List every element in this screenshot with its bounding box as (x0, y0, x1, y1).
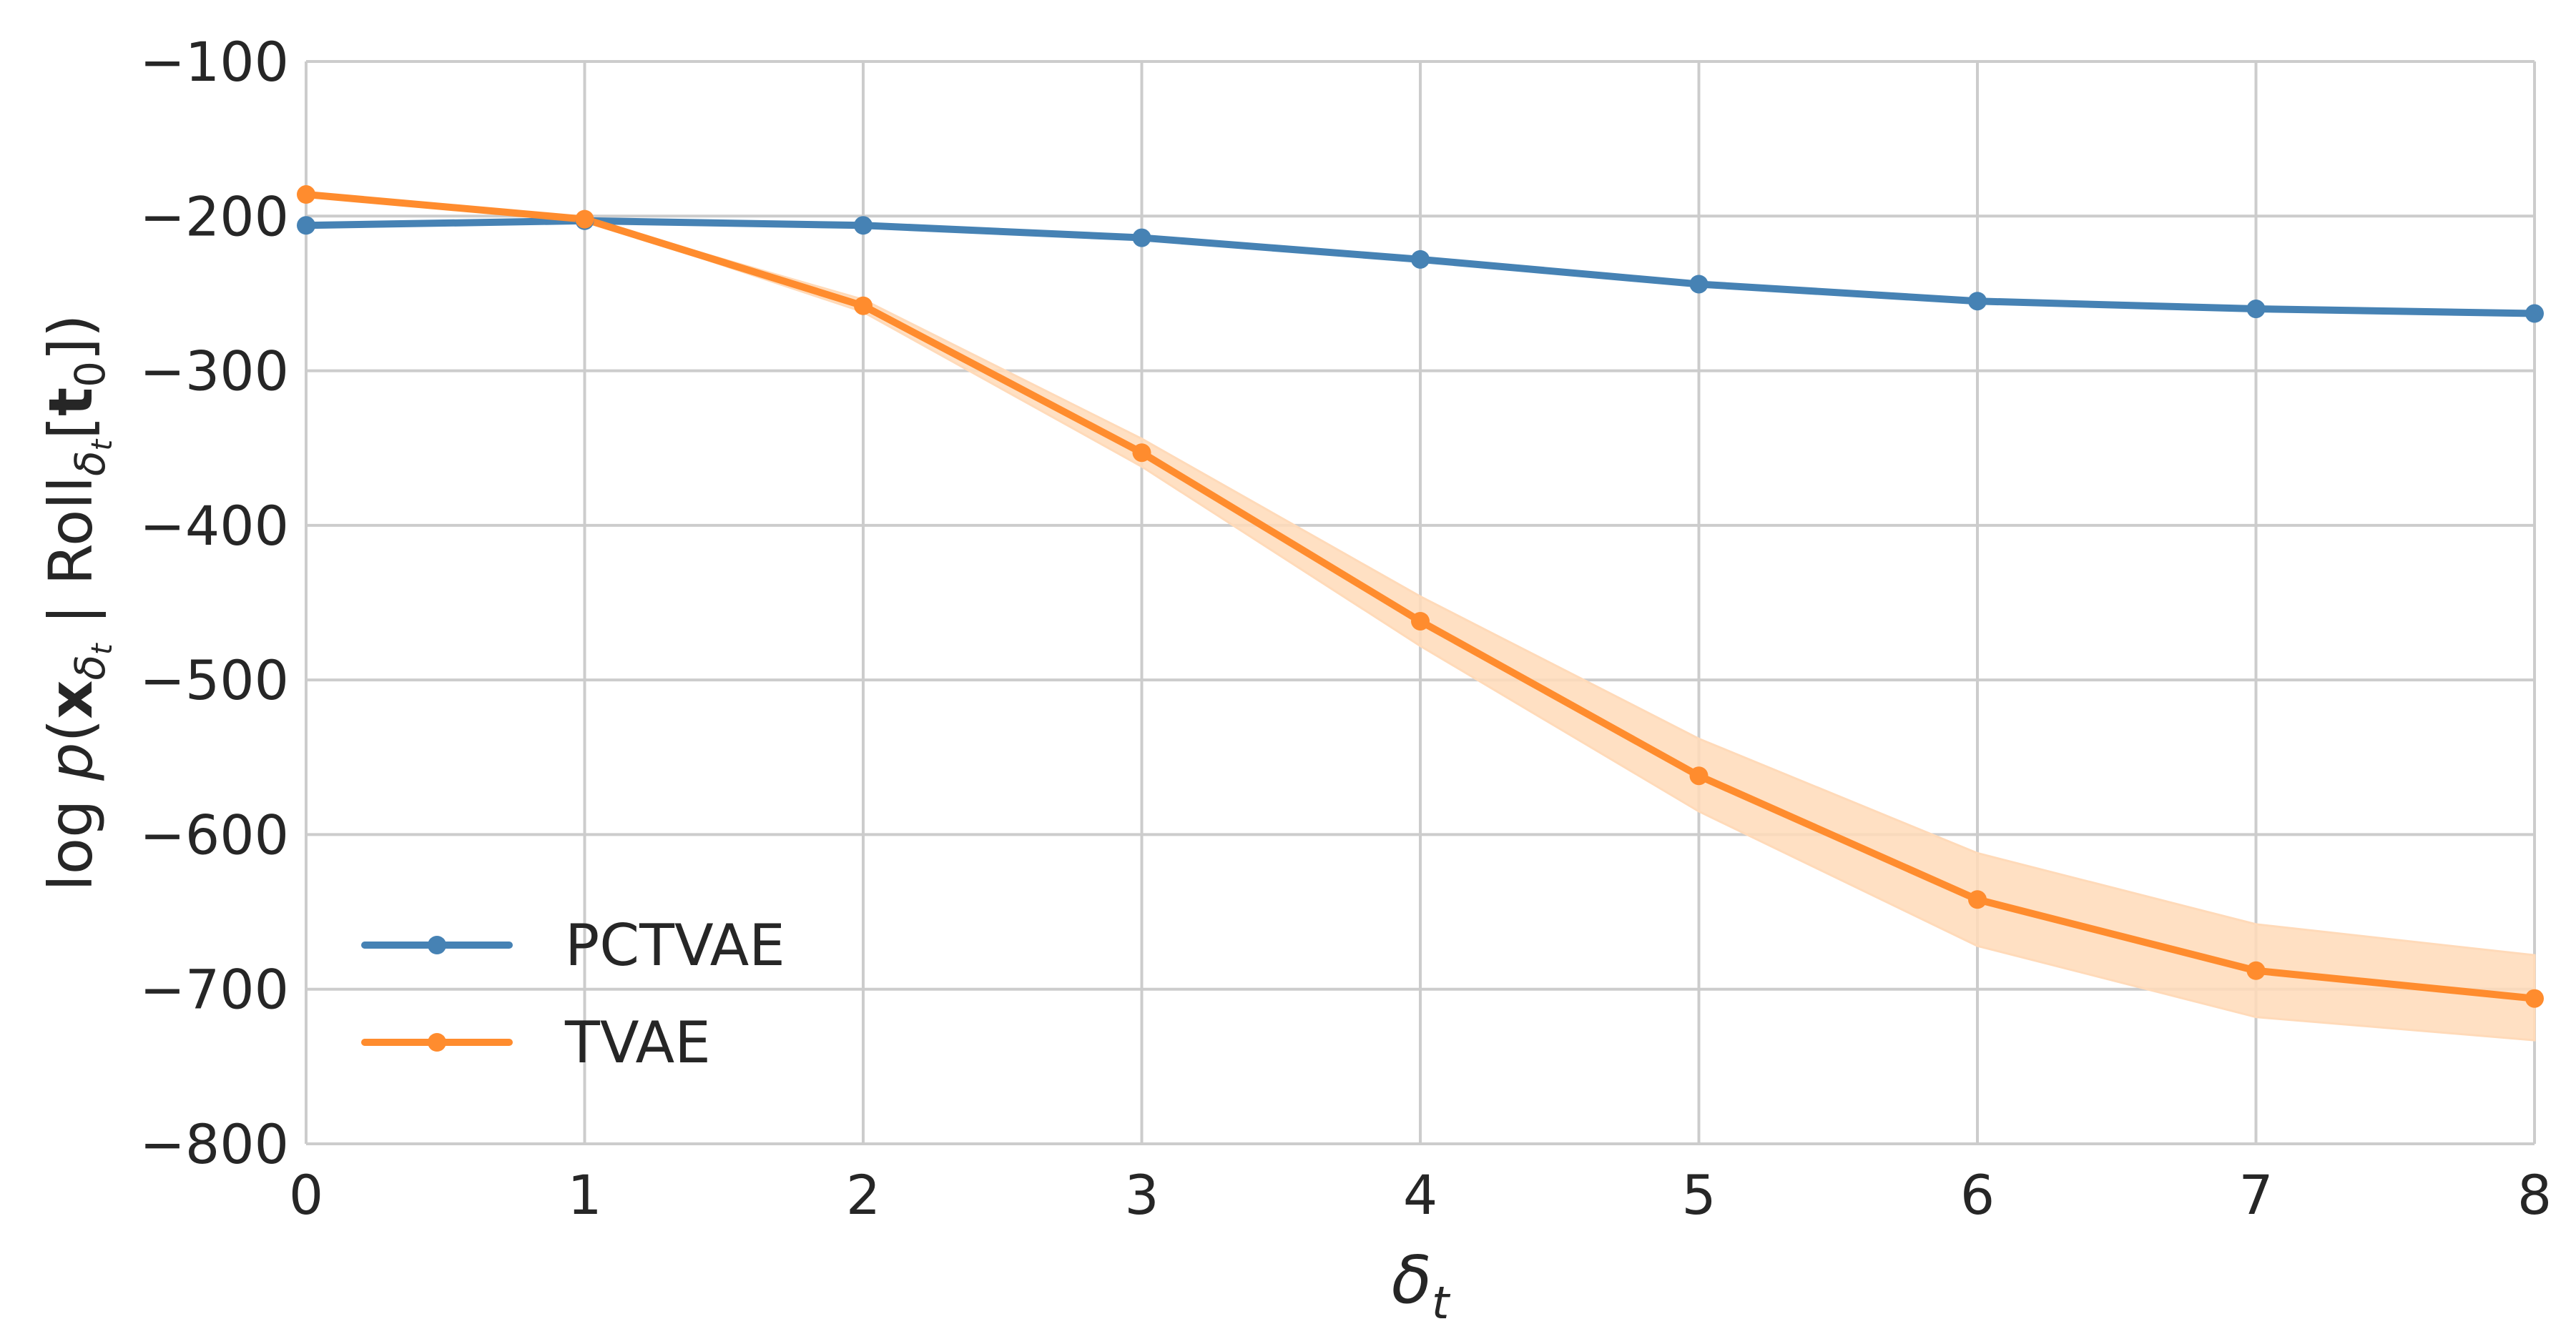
x-tick-label: 5 (1681, 1163, 1716, 1227)
point-tvae-7 (2246, 961, 2266, 980)
y-tick-labels: −100 −200 −300 −400 −500 −600 −700 −800 (139, 30, 289, 1176)
x-tick-label: 2 (846, 1163, 880, 1227)
legend-marker-pctvae (428, 936, 446, 954)
y-title-bar: | Roll (36, 476, 106, 643)
grid (305, 60, 2536, 1145)
x-tick-label: 8 (2517, 1163, 2552, 1227)
y-title-t: t (36, 387, 106, 416)
y-tick-label: −300 (139, 340, 289, 403)
x-axis-title-sub: t (1432, 1277, 1451, 1329)
legend: PCTVAE TVAE (361, 912, 785, 1076)
point-pctvae-0 (297, 216, 315, 235)
legend-label-tvae: TVAE (564, 1009, 711, 1076)
y-title-x: x (36, 681, 106, 719)
x-tick-labels: 0 1 2 3 4 5 6 7 8 (289, 1163, 2552, 1227)
x-tick-label: 0 (289, 1163, 323, 1227)
point-pctvae-7 (2246, 300, 2266, 319)
series-markers (297, 185, 2544, 1008)
x-tick-label: 6 (1960, 1163, 1995, 1227)
point-pctvae-6 (1968, 292, 1987, 311)
point-pctvae-5 (1689, 275, 1709, 294)
x-tick-label: 4 (1403, 1163, 1437, 1227)
y-title-roll-subsub: t (86, 438, 119, 450)
point-pctvae-8 (2525, 304, 2544, 323)
x-tick-label: 7 (2238, 1163, 2273, 1227)
y-tick-label: −400 (139, 494, 289, 558)
point-pctvae-4 (1411, 249, 1430, 269)
y-tick-label: −700 (139, 958, 289, 1022)
y-tick-label: −600 (139, 803, 289, 866)
y-title-x-sub: δ (66, 655, 114, 681)
y-title-x-subsub: t (86, 643, 119, 655)
y-tick-label: −500 (139, 648, 289, 712)
y-title-open: ( (36, 719, 106, 743)
legend-label-pctvae: PCTVAE (565, 912, 785, 979)
y-tick-label: −800 (139, 1112, 289, 1176)
legend-marker-tvae (428, 1033, 446, 1052)
point-pctvae-3 (1132, 228, 1151, 247)
y-title-roll-sub: δ (66, 450, 114, 476)
y-title-prefix: log (36, 781, 106, 891)
point-tvae-8 (2525, 989, 2544, 1008)
point-tvae-4 (1411, 611, 1430, 631)
point-tvae-2 (854, 296, 872, 315)
x-axis-title: δt (1392, 1242, 1451, 1329)
point-tvae-1 (575, 209, 594, 229)
point-tvae-5 (1689, 766, 1709, 786)
y-axis-title: log p(xδt | Rollδt[t0]) (36, 314, 119, 891)
x-tick-label: 1 (567, 1163, 601, 1227)
x-axis-title-base: δ (1392, 1242, 1432, 1318)
y-title-bracket: [ (36, 416, 106, 440)
y-title-p: p (36, 743, 106, 781)
y-tick-label: −200 (139, 184, 289, 248)
y-tick-label: −100 (139, 30, 289, 94)
x-tick-label: 3 (1124, 1163, 1159, 1227)
point-pctvae-2 (854, 216, 872, 235)
point-tvae-6 (1968, 890, 1987, 909)
y-title-close: ]) (36, 314, 106, 361)
point-tvae-0 (297, 185, 315, 204)
point-tvae-3 (1132, 443, 1151, 463)
y-title-t-sub: 0 (66, 361, 114, 387)
